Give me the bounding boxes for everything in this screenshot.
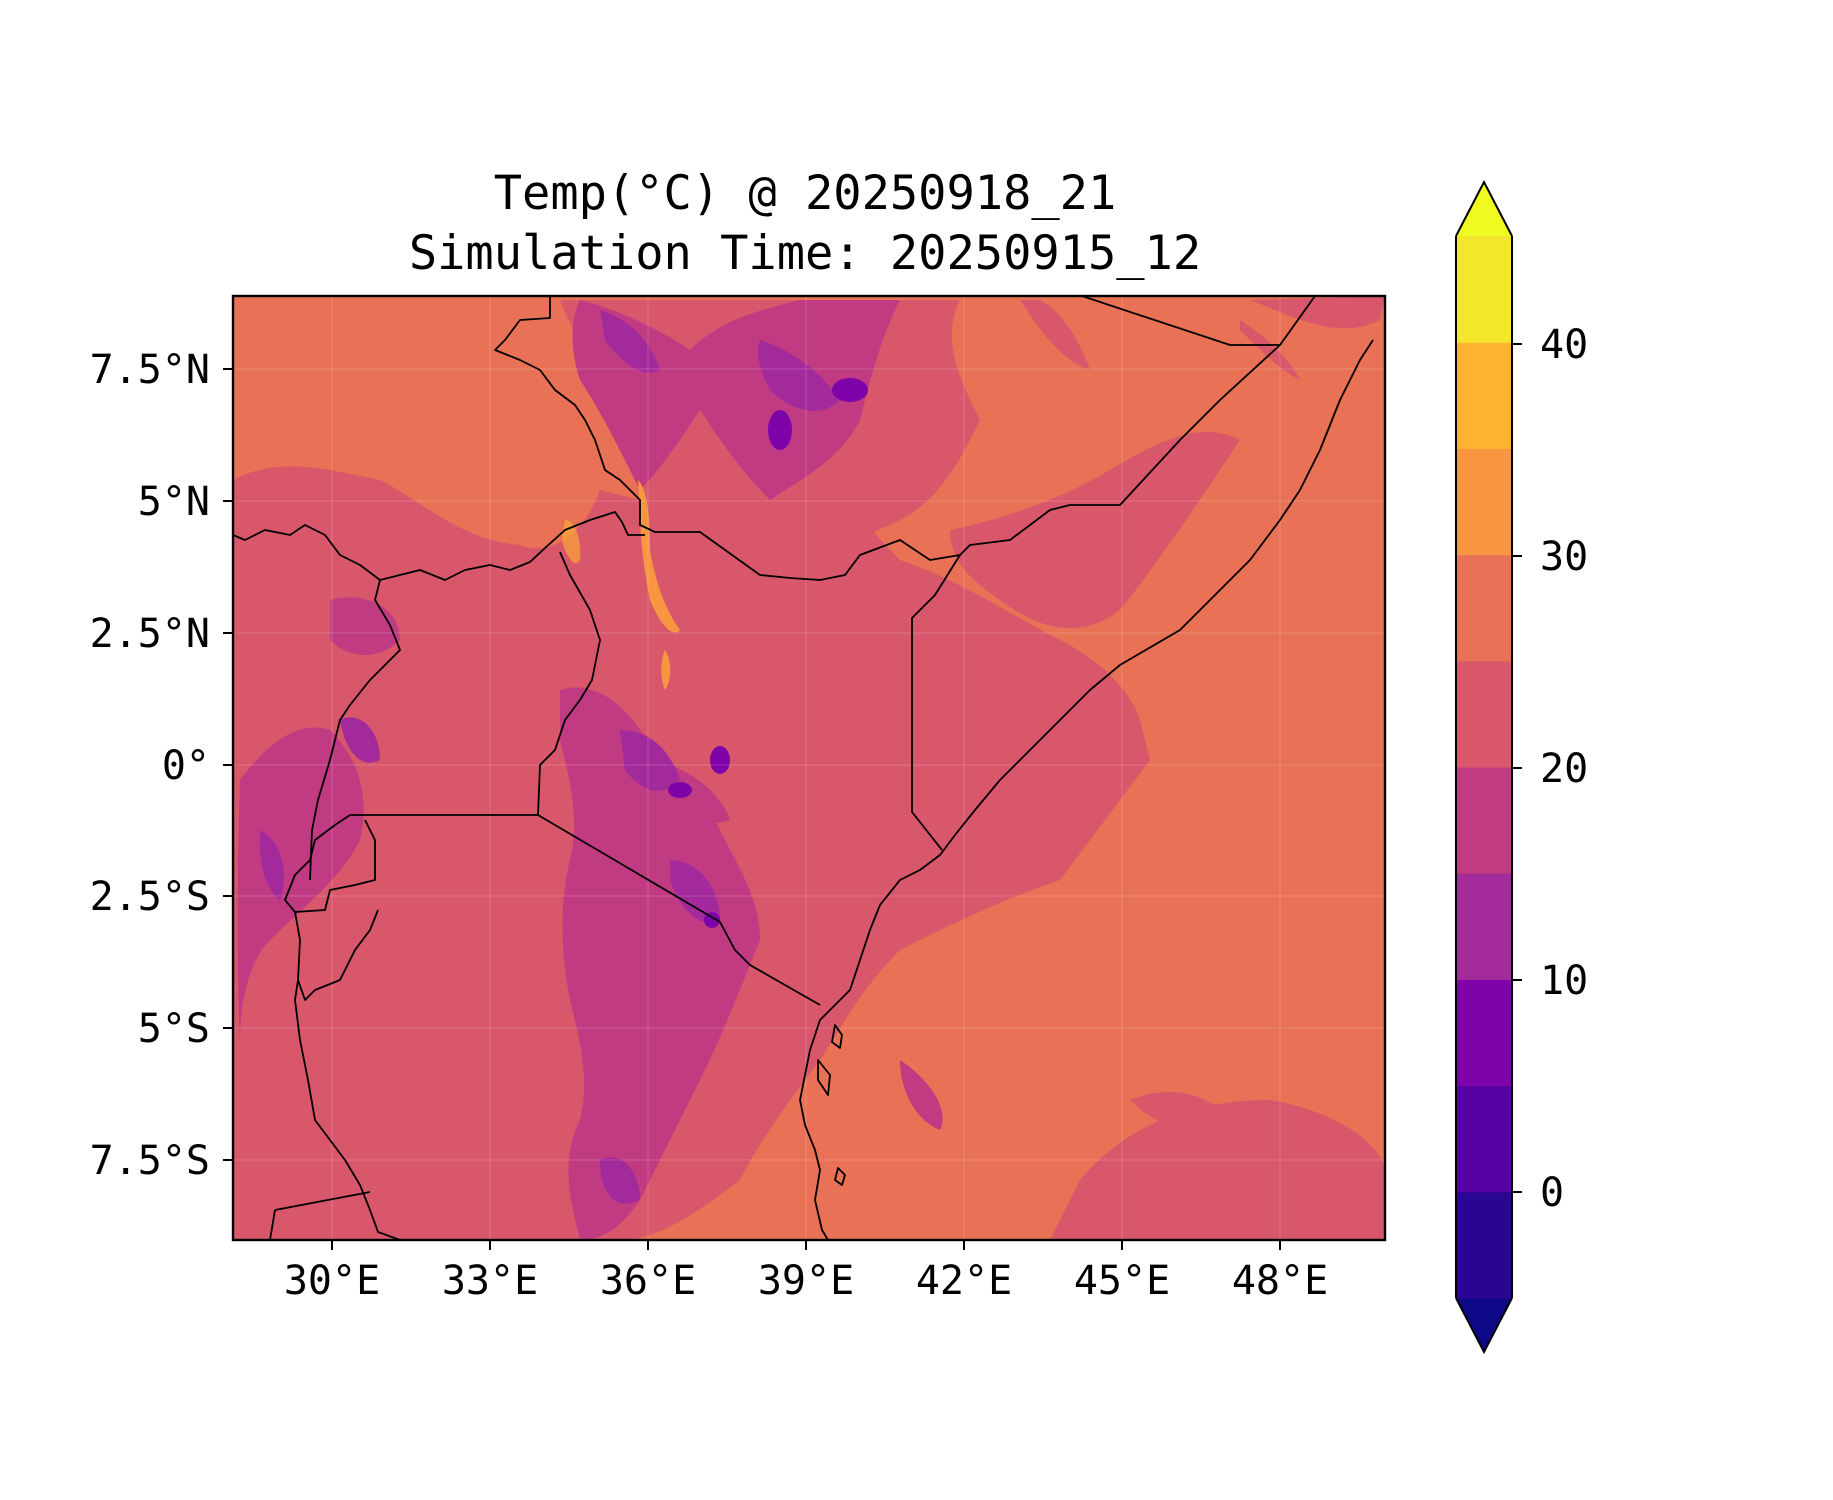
warm-regions: [638, 480, 680, 690]
lon-tick-label: 48°E: [1232, 1258, 1328, 1304]
colorbar-min-arrow-outline: [1455, 1297, 1513, 1355]
lat-tick-label: 7.5°S: [90, 1138, 210, 1184]
lon-tick-labels: 30°E 33°E 36°E 39°E 42°E 45°E 48°E: [284, 1258, 1328, 1304]
lat-tick-label: 2.5°N: [90, 611, 210, 657]
lon-tick-label: 36°E: [600, 1258, 696, 1304]
country-borders: [233, 296, 1374, 1240]
colorbar-label: 40: [1540, 322, 1588, 368]
colorbar-extend-min: [1456, 1298, 1512, 1352]
highland-regions: [237, 300, 943, 1240]
colorbar-max-arrow-outline: [1455, 179, 1513, 237]
lon-tick-label: 39°E: [758, 1258, 854, 1304]
lat-tick-label: 0°: [162, 743, 210, 789]
colorbar-bands: [1456, 182, 1512, 1352]
colorbar-label: 10: [1540, 958, 1588, 1004]
colorbar-band: [1456, 660, 1512, 768]
colorbar-band: [1456, 1191, 1512, 1299]
lat-tick-label: 5°S: [138, 1006, 210, 1052]
colorbar-band: [1456, 979, 1512, 1087]
colorbar-tick-labels: 40 30 20 10 0: [1540, 322, 1588, 1216]
temperature-field: [233, 296, 1385, 1240]
cold-spots: [668, 378, 868, 928]
lon-tick-label: 33°E: [442, 1258, 538, 1304]
map-frame: [231, 294, 1387, 1242]
lon-tick-label: 45°E: [1074, 1258, 1170, 1304]
colorbar-label: 20: [1540, 746, 1588, 792]
colorbar: 40 30 20 10 0: [1455, 179, 1588, 1355]
colorbar-band: [1456, 448, 1512, 556]
colorbar-extend-max: [1456, 182, 1512, 236]
cool-regions: [259, 310, 840, 1204]
lon-tick-label: 30°E: [284, 1258, 380, 1304]
lat-tick-marks: [223, 368, 233, 1161]
colorbar-band: [1456, 767, 1512, 874]
colorbar-tick-marks: [1512, 343, 1522, 1193]
warm-lake: [562, 520, 581, 564]
gridlines: [233, 296, 1385, 1240]
colorbar-band: [1456, 236, 1512, 343]
map-subtitle: Simulation Time: 20250915_12: [408, 226, 1202, 281]
colorbar-label: 0: [1540, 1170, 1564, 1216]
lat-tick-label: 7.5°N: [90, 347, 210, 393]
lon-tick-label: 42°E: [916, 1258, 1012, 1304]
lat-tick-label: 5°N: [138, 479, 210, 525]
colorbar-label: 30: [1540, 534, 1588, 580]
lon-tick-marks: [331, 1240, 1281, 1250]
lat-tick-labels: 7.5°N 5°N 2.5°N 0° 2.5°S 5°S 7.5°S: [90, 347, 210, 1184]
map-title: Temp(°C) @ 20250918_21: [493, 166, 1117, 221]
colorbar-band: [1456, 554, 1512, 662]
colorbar-band: [1456, 1085, 1512, 1193]
lat-tick-label: 2.5°S: [90, 874, 210, 920]
colorbar-band: [1456, 342, 1512, 449]
colorbar-band: [1456, 873, 1512, 980]
